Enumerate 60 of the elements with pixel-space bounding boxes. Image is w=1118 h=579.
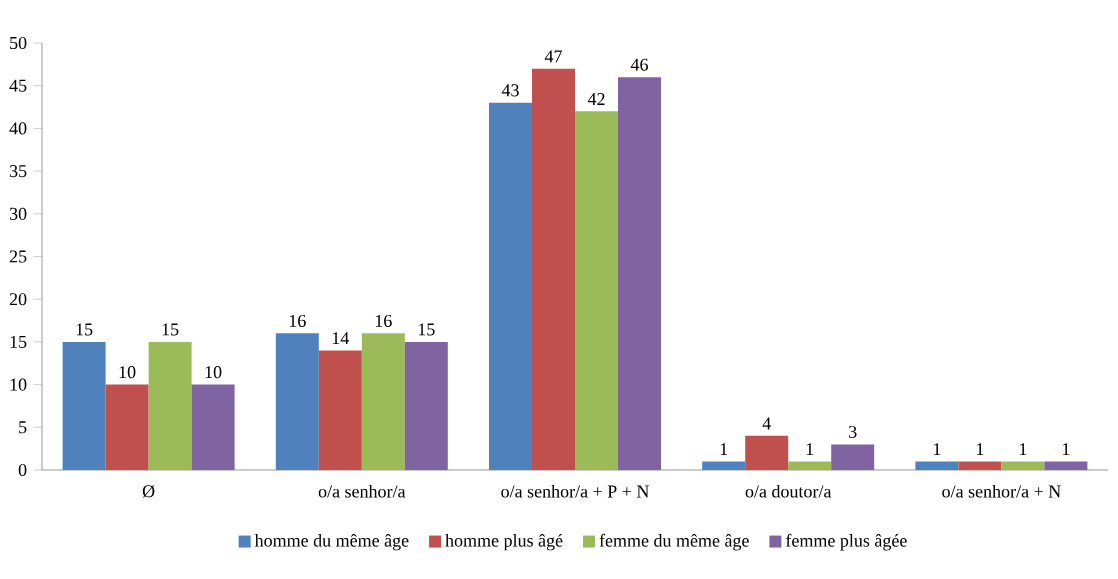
y-tick-label: 10: [10, 378, 27, 391]
bar: [575, 111, 619, 470]
data-label: 10: [119, 366, 136, 379]
y-tick-label: 25: [9, 250, 27, 263]
data-label: 1: [1063, 443, 1070, 456]
legend-label: femme du même âge: [599, 533, 749, 551]
y-tick-label: 40: [9, 122, 27, 135]
data-label: 1: [806, 443, 814, 456]
bar: [489, 102, 532, 470]
data-label: 1: [977, 443, 984, 456]
bar: [915, 461, 959, 470]
data-label: 1: [720, 443, 728, 456]
x-tick-label: o/a senhor/a + P + N: [501, 484, 649, 498]
data-label: 10: [205, 366, 222, 379]
bar: [618, 77, 662, 470]
data-label: 15: [76, 323, 93, 336]
bar: [404, 341, 448, 470]
y-tick-label: 15: [10, 335, 27, 348]
bar: [275, 333, 319, 470]
x-tick-label: Ø: [142, 484, 155, 498]
legend-label: homme plus âgé: [445, 533, 563, 551]
data-label: 4: [762, 417, 771, 430]
bar: [958, 461, 1002, 470]
bar: [532, 68, 576, 470]
bar: [831, 444, 875, 470]
data-label: 1: [1020, 443, 1027, 456]
y-tick-label: 20: [9, 293, 27, 306]
data-label: 3: [849, 425, 857, 438]
y-tick-label: 50: [10, 36, 27, 50]
bar: [318, 350, 362, 470]
data-label: 1: [934, 443, 941, 456]
y-tick-label: 0: [18, 463, 27, 477]
data-label: 16: [375, 314, 392, 327]
legend-label: homme du même âge: [254, 533, 409, 551]
y-tick-label: 35: [9, 165, 27, 178]
data-label: 46: [630, 58, 648, 71]
data-label: 15: [418, 323, 435, 336]
data-label: 42: [587, 93, 605, 105]
data-label: 47: [544, 50, 562, 63]
y-tick-label: 5: [19, 421, 27, 434]
bar: [361, 333, 405, 470]
x-tick-label: o/a senhor/a: [318, 484, 406, 498]
x-tick-label: o/a doutor/a: [745, 484, 832, 498]
y-tick-label: 30: [9, 207, 27, 220]
bar: [191, 384, 235, 470]
data-label: 16: [289, 314, 306, 327]
bar: [745, 435, 789, 470]
bar: [1001, 461, 1045, 470]
bar: [148, 341, 192, 470]
bar: [788, 461, 832, 470]
x-tick-label: o/a senhor/a + N: [942, 484, 1061, 498]
data-label: 15: [162, 323, 179, 336]
y-tick-label: 45: [9, 79, 27, 92]
bar: [702, 461, 746, 470]
legend-label: femme plus âgée: [785, 533, 907, 551]
bar: [62, 341, 106, 470]
bar: [105, 384, 149, 470]
data-label: 43: [501, 84, 519, 97]
bar: [1044, 461, 1088, 470]
data-label: 14: [332, 332, 350, 345]
